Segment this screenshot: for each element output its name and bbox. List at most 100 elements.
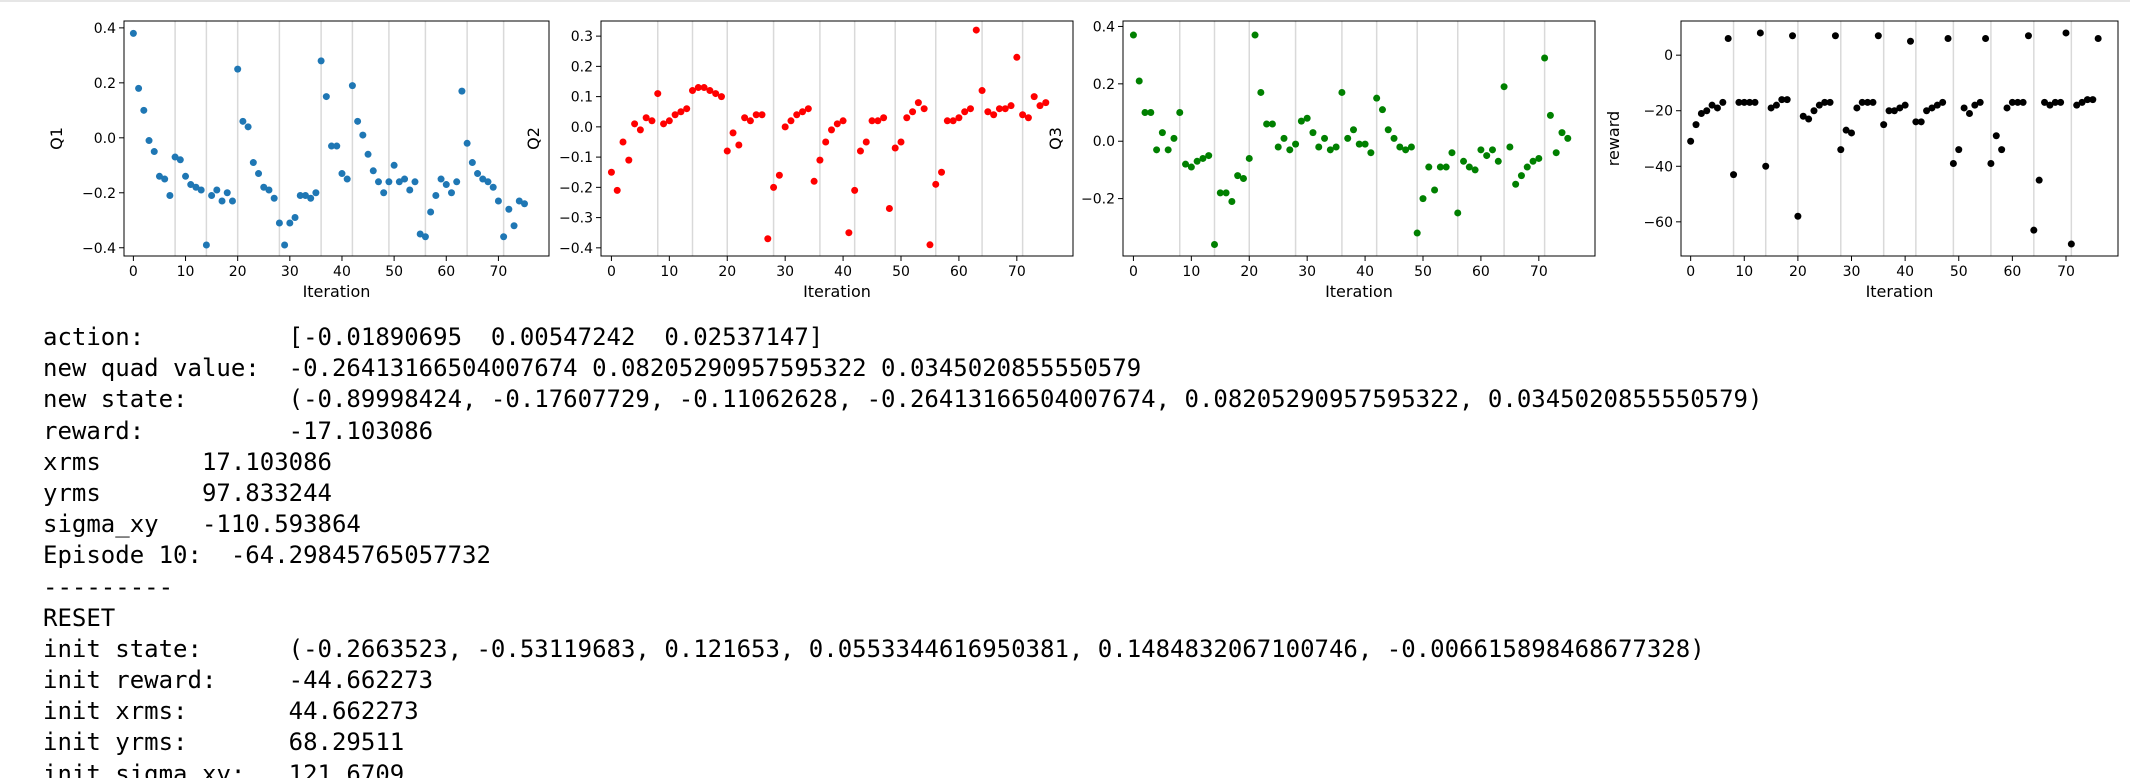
point (636, 126, 644, 134)
point (2024, 32, 2032, 40)
point (874, 117, 882, 125)
point (717, 93, 725, 101)
point (1976, 98, 1984, 106)
point (239, 117, 247, 125)
point (1321, 134, 1329, 142)
x-tick-label: 40 (834, 264, 852, 280)
point (145, 137, 153, 145)
x-axis-label: Iteration (803, 282, 871, 301)
point (845, 229, 853, 237)
point (1933, 101, 1941, 109)
point (1874, 32, 1882, 40)
point (1965, 110, 1973, 117)
point (265, 186, 273, 194)
point (1735, 98, 1743, 106)
point (868, 117, 876, 125)
point (484, 178, 492, 186)
point (642, 114, 650, 122)
output-line: init yrms: 68.29511 (43, 728, 405, 757)
point (2073, 101, 2081, 109)
output-line: new state: (-0.89998424, -0.17607729, -0… (43, 385, 1763, 414)
x-tick-label: 70 (1530, 264, 1548, 280)
point (1367, 149, 1375, 157)
point (1730, 171, 1738, 179)
point (1971, 101, 1979, 109)
point (249, 159, 257, 167)
output-line: xrms 17.103086 (43, 447, 332, 476)
point (741, 114, 749, 122)
point (822, 138, 830, 146)
output-line: yrms 97.833244 (43, 478, 332, 507)
point (1187, 163, 1195, 171)
point (2062, 29, 2070, 37)
output-line: action: [-0.01890695 0.00547242 0.025371… (43, 323, 824, 351)
x-tick-label: 70 (490, 264, 508, 280)
point (1413, 229, 1421, 237)
point (317, 57, 325, 65)
point (972, 26, 980, 34)
point (683, 105, 691, 113)
point (1794, 212, 1802, 220)
point (1928, 104, 1936, 112)
point (862, 138, 870, 146)
point (1448, 149, 1456, 157)
point (1890, 107, 1898, 115)
point (1960, 104, 1968, 112)
point (1460, 157, 1468, 165)
point (1286, 146, 1294, 154)
point (654, 90, 662, 98)
point (244, 123, 252, 131)
point (770, 183, 778, 191)
point (1431, 186, 1439, 194)
point (140, 106, 148, 114)
point (520, 200, 528, 208)
point (1263, 120, 1271, 128)
point (129, 29, 137, 37)
point (1906, 37, 1914, 45)
x-tick-label: 20 (718, 264, 736, 280)
y-tick-label: 0.2 (571, 59, 593, 75)
point (1471, 166, 1479, 174)
point (613, 186, 621, 194)
point (2041, 98, 2049, 106)
point (1541, 54, 1549, 62)
point (735, 141, 743, 149)
point (354, 117, 362, 125)
point (192, 183, 200, 191)
point (839, 117, 847, 125)
point (1239, 175, 1247, 183)
point (1390, 134, 1398, 142)
point (1251, 31, 1259, 39)
point (1292, 140, 1300, 148)
point (1135, 77, 1143, 85)
point (1955, 146, 1963, 154)
point (1019, 111, 1027, 119)
point (1778, 96, 1786, 104)
x-axis-label: Iteration (1866, 282, 1934, 301)
x-tick-label: 10 (1182, 264, 1200, 280)
point (1939, 98, 1947, 106)
x-tick-label: 50 (385, 264, 403, 280)
point (447, 189, 455, 197)
x-axis-label: Iteration (1325, 282, 1393, 301)
x-tick-label: 40 (1896, 264, 1914, 280)
point (1361, 140, 1369, 148)
x-tick-label: 0 (1129, 264, 1138, 280)
point (437, 175, 445, 183)
output-line: init xrms: 44.662273 (43, 697, 419, 726)
point (816, 156, 824, 164)
point (442, 181, 450, 189)
point (1158, 129, 1166, 137)
point (1837, 146, 1845, 154)
x-tick-label: 40 (1356, 264, 1374, 280)
point (1826, 98, 1834, 106)
output-line: RESET (43, 603, 116, 632)
y-tick-label: −0.1 (559, 150, 593, 166)
point (1697, 110, 1705, 117)
point (660, 120, 668, 128)
y-tick-label: −0.4 (559, 241, 593, 257)
axes-frame (1680, 20, 2119, 257)
point (1998, 146, 2006, 154)
point (1848, 129, 1856, 137)
point (631, 120, 639, 128)
